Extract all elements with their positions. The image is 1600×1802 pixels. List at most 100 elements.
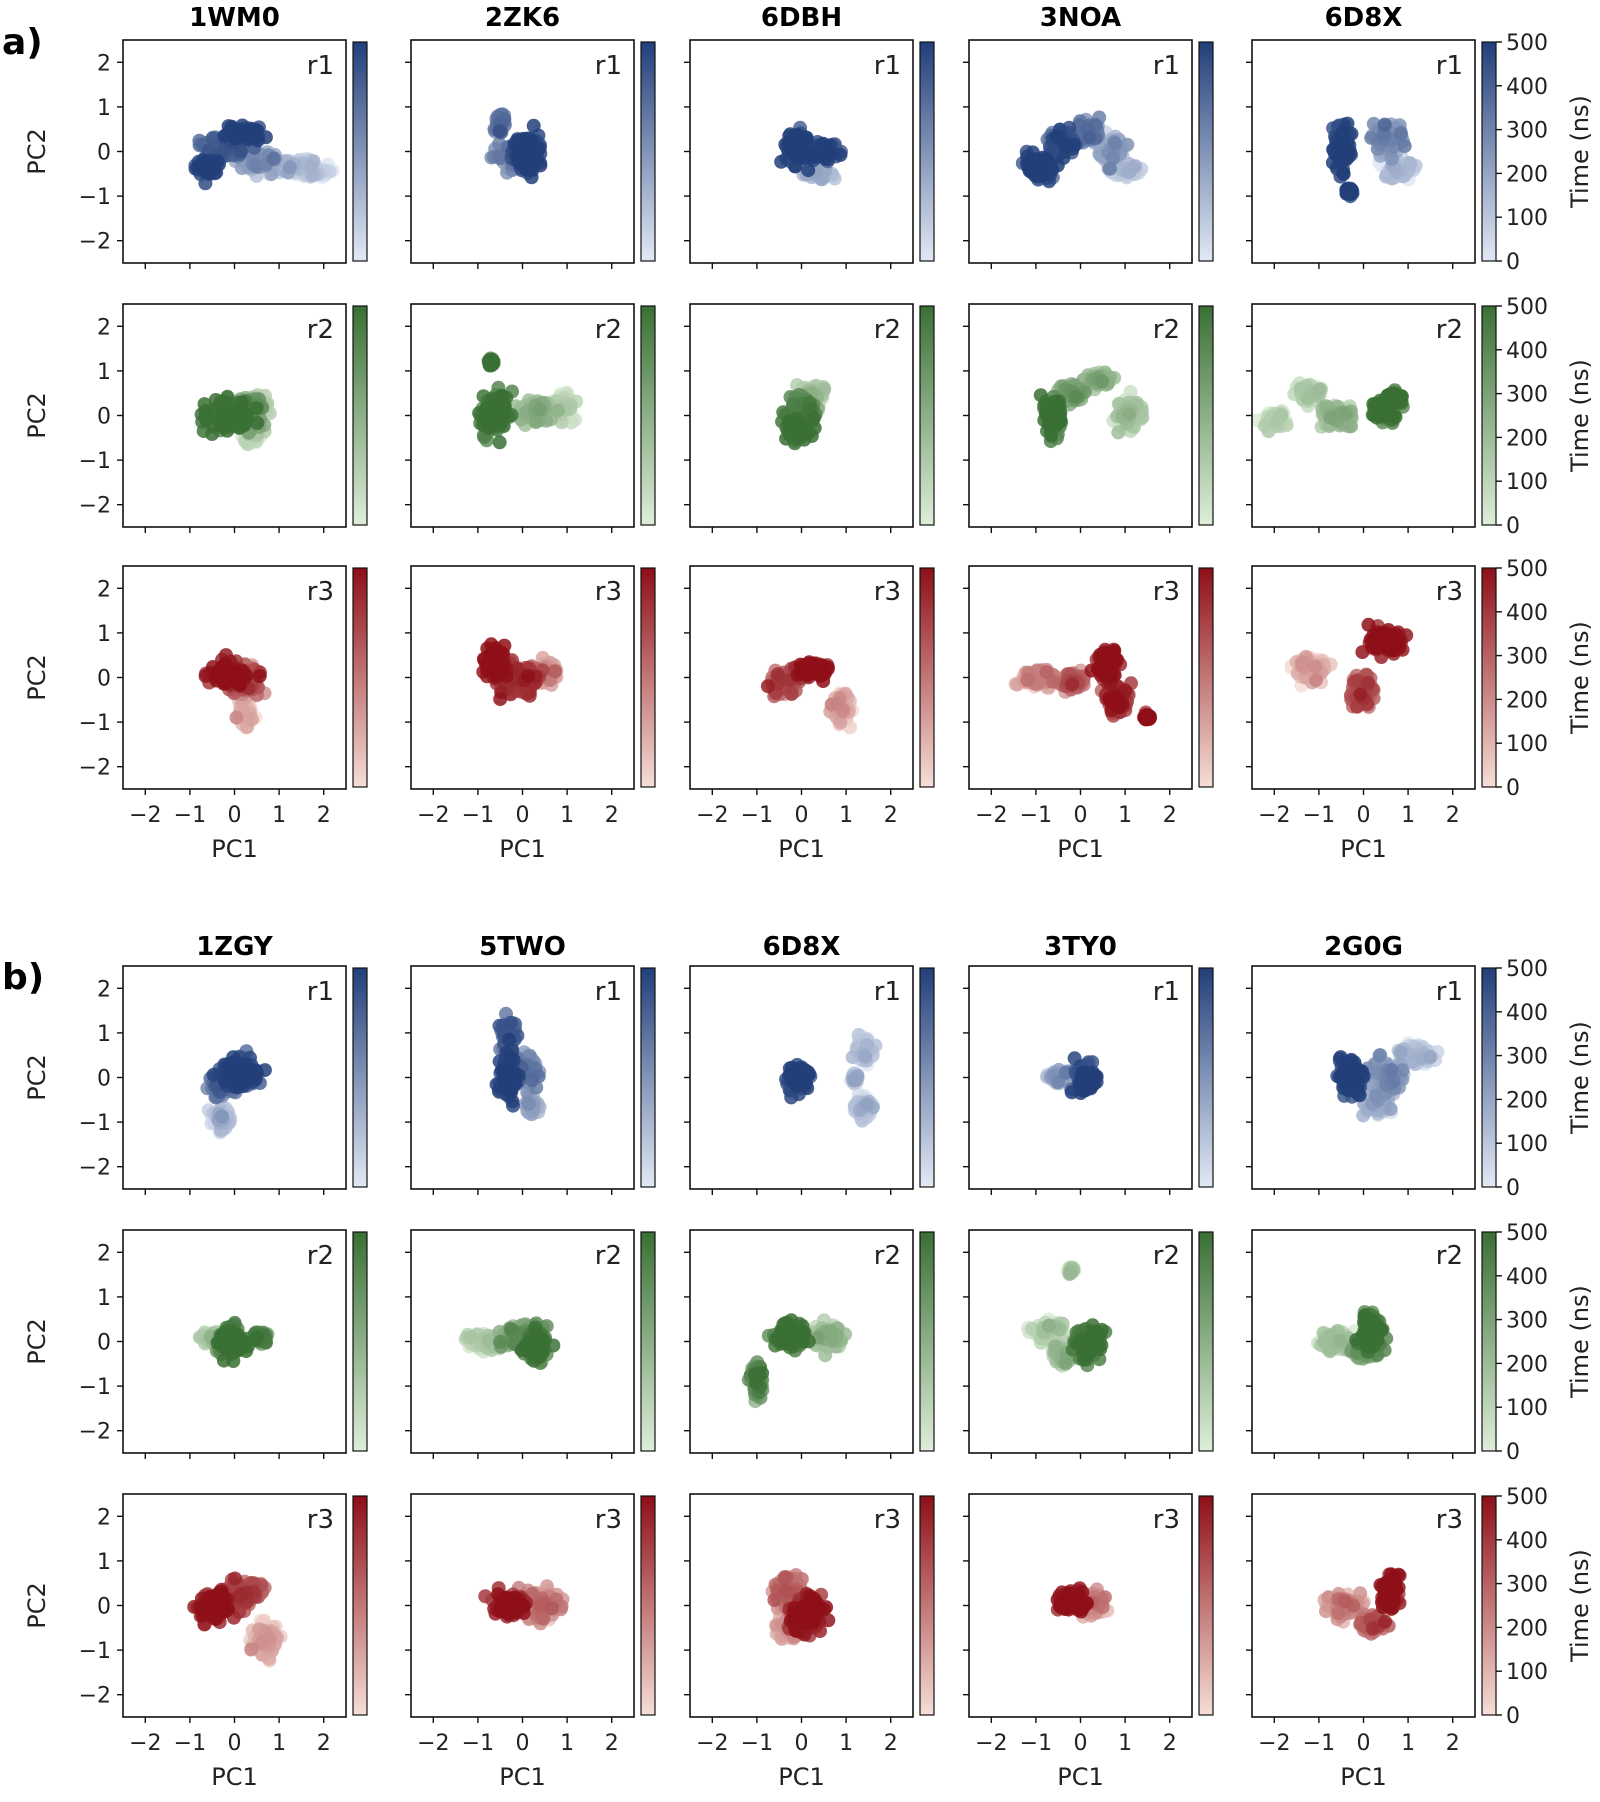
data-point (1257, 418, 1272, 433)
data-point (205, 160, 220, 175)
data-point (244, 127, 259, 142)
scatter-points (1325, 116, 1423, 204)
data-point (1082, 130, 1097, 145)
data-point (492, 435, 507, 450)
scatter-points (476, 637, 564, 707)
data-point (788, 159, 803, 174)
replicate-label: r2 (1153, 315, 1180, 345)
data-point (816, 136, 831, 151)
scatter-points (760, 655, 860, 735)
data-point (532, 402, 547, 417)
scatter-points (484, 107, 548, 185)
y-tick-label: 2 (97, 51, 111, 76)
data-point (1067, 137, 1082, 152)
data-point (233, 144, 248, 159)
y-tick-label: 1 (97, 622, 111, 647)
scatter-points (198, 648, 272, 735)
y-tick-label: 1 (97, 360, 111, 385)
data-point (205, 427, 220, 441)
x-tick-label: 0 (516, 803, 530, 828)
data-point (491, 396, 506, 411)
y-axis-label: PC2 (23, 654, 51, 701)
x-tick-label: −1 (174, 803, 206, 828)
data-point (223, 124, 238, 139)
data-point (1384, 151, 1399, 166)
scatter-points (194, 388, 277, 452)
data-point (1050, 403, 1065, 418)
panel-label-b: b) (2, 957, 44, 998)
colorbar (640, 41, 656, 262)
data-point (491, 149, 506, 164)
subplot-grid: r1−2−1012PC21WM0r12ZK6r16DBHr13NOAr16D8X… (23, 3, 1594, 1791)
data-point (199, 413, 214, 428)
colorbar (352, 305, 368, 526)
data-point (528, 415, 543, 430)
data-point (1106, 150, 1120, 165)
colorbar (919, 305, 935, 526)
colorbar (352, 41, 368, 262)
data-point (237, 418, 251, 433)
colorbar (1481, 41, 1497, 262)
data-point (774, 154, 789, 169)
colorbar-label: Time (ns) (1566, 95, 1594, 209)
scatter-points (188, 118, 340, 191)
y-tick-label: 0 (97, 405, 111, 430)
data-point (223, 415, 238, 430)
data-point (524, 170, 539, 185)
colorbar-tick-label: 500 (1506, 31, 1548, 56)
data-point (1331, 145, 1346, 160)
colorbar-tick-label: 200 (1506, 426, 1548, 451)
data-point (1323, 410, 1338, 425)
data-point (496, 661, 511, 675)
data-point (526, 118, 541, 133)
colorbar-tick-label: 400 (1506, 75, 1548, 100)
colorbar-tick-label: 300 (1506, 119, 1548, 144)
data-point (229, 710, 244, 725)
data-point (1312, 382, 1327, 397)
y-tick-label: −1 (79, 711, 111, 736)
data-point (1336, 166, 1351, 181)
colorbar (640, 567, 656, 788)
y-tick-label: −2 (79, 230, 111, 255)
colorbar-tick-label: 500 (1506, 295, 1548, 320)
data-point (1120, 137, 1135, 152)
data-point (801, 163, 816, 178)
y-tick-label: 0 (97, 667, 111, 692)
data-point (521, 669, 536, 683)
column-title: 6D8X (1325, 3, 1403, 33)
x-tick-label: −2 (417, 803, 449, 828)
data-point (1338, 406, 1353, 421)
data-point (510, 662, 525, 677)
x-tick-label: 1 (272, 803, 286, 828)
subplot-3noa-r2: r2 (963, 303, 1214, 533)
data-point (232, 677, 247, 692)
replicate-label: r2 (874, 315, 901, 345)
colorbar-tick-label: 300 (1506, 383, 1548, 408)
y-tick-label: −1 (79, 185, 111, 210)
data-point (1047, 413, 1061, 428)
data-point (208, 669, 223, 684)
y-tick-label: −2 (79, 756, 111, 781)
data-point (197, 397, 212, 412)
column-title: 3NOA (1040, 3, 1121, 33)
data-point (1393, 126, 1408, 141)
colorbar (352, 567, 368, 788)
data-point (266, 151, 281, 166)
data-point (520, 152, 535, 167)
y-axis-label: PC2 (23, 392, 51, 439)
data-point (522, 688, 537, 703)
data-point (1068, 389, 1083, 404)
y-tick-label: 2 (97, 577, 111, 602)
replicate-label: r2 (307, 315, 334, 345)
data-point (1128, 159, 1143, 174)
data-point (518, 134, 533, 148)
data-point (793, 423, 808, 438)
replicate-label: r1 (595, 51, 622, 81)
subplot-2zk6-r2: r2 (405, 303, 656, 533)
